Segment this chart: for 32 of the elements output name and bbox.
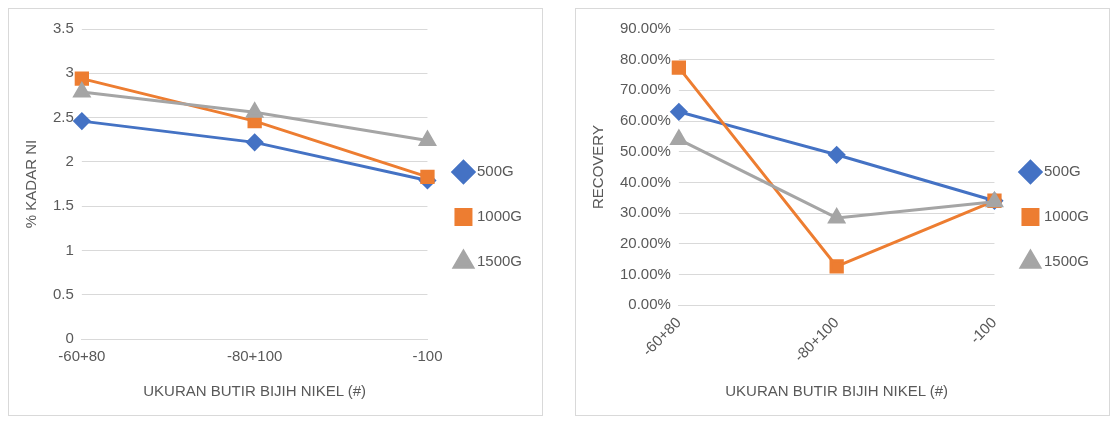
y-tick-label: 70.00% [620,80,671,98]
x-axis-title: UKURAN BUTIR BIJIH NIKEL (#) [725,382,949,400]
y-tick-label: 20.00% [620,233,671,251]
x-tick-label: -80+100 [226,347,283,365]
y-tick-label: 2 [65,152,74,169]
y-tick-label: 60.00% [620,111,671,129]
y-tick-label: 2.5 [52,107,74,125]
x-tick-label: -60+80 [58,347,106,365]
x-axis-title: UKURAN BUTIR BIJIH NIKEL (#) [143,382,367,400]
x-tick-label: -100 [966,313,1000,347]
legend-label: 500G [476,162,514,180]
y-tick-label: 1.5 [52,196,74,214]
legend-label: 500G [1043,162,1081,180]
y-tick-label: 0.5 [52,284,74,302]
legend-label: 1500G [1043,252,1090,270]
y-tick-label: 90.00% [620,19,671,37]
y-tick-label: 3 [65,63,74,81]
y-tick-label: 0 [65,329,74,347]
y-tick-label: 0.00% [628,295,671,313]
y-tick-label: 3.5 [52,19,74,37]
x-tick-label: -100 [412,347,443,365]
y-tick-label: 50.00% [620,141,671,159]
y-tick-label: 30.00% [620,203,671,221]
y-tick-label: 80.00% [620,49,671,67]
y-axis-title: RECOVERY [589,125,607,209]
legend-label: 1000G [476,207,523,225]
y-axis-title: % KADAR NI [22,139,40,229]
y-tick-label: 1 [65,240,74,258]
legend-label: 1000G [1043,207,1090,225]
y-tick-label: 10.00% [620,264,671,282]
legend-label: 1500G [476,252,523,270]
y-tick-label: 40.00% [620,172,671,190]
